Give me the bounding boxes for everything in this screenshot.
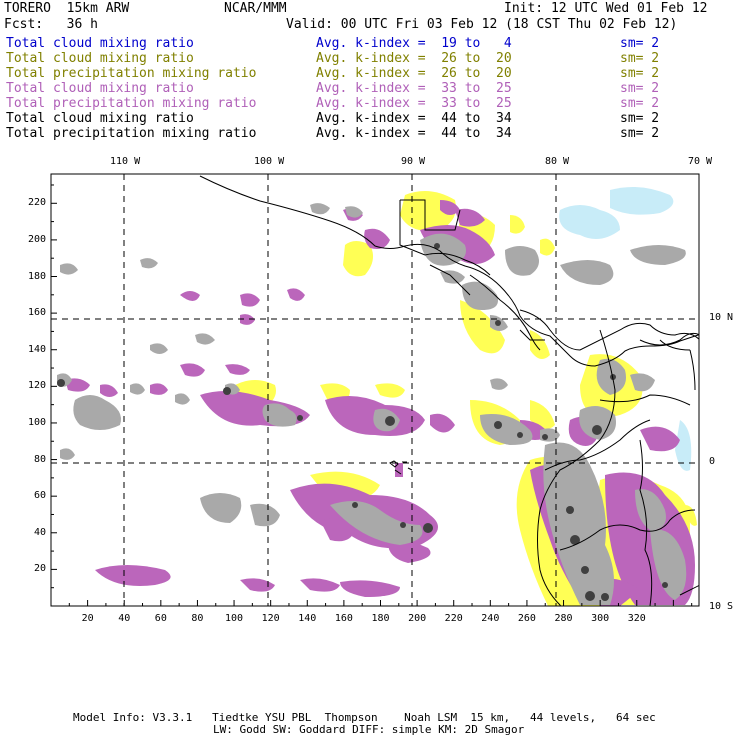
legend-field-name: Total cloud mixing ratio (6, 111, 194, 126)
dark-core-layer (57, 243, 668, 601)
legend-smoothing: sm= 2 (620, 81, 660, 96)
grey-field-layer (57, 203, 687, 605)
legend-field-name: Total cloud mixing ratio (6, 81, 194, 96)
legend-smoothing: sm= 2 (620, 111, 660, 126)
lon-label-70w: 70 W (688, 156, 713, 167)
legend-kindex: Avg. k-index = 33 to 25 (316, 81, 512, 96)
bottom-axis-label: 320 (627, 613, 646, 624)
forecast-hour: Fcst: 36 h (4, 17, 98, 32)
light-cloud-layer (559, 186, 692, 471)
model-info: Model Info: V3.3.1 Tiedtke YSU PBL Thomp… (73, 711, 656, 724)
lon-label-100w: 100 W (254, 156, 285, 167)
bottom-axis-label: 200 (408, 613, 427, 624)
lon-label-80w: 80 W (545, 156, 570, 167)
map-frame (50, 173, 700, 607)
legend-kindex: Avg. k-index = 26 to 20 (316, 51, 512, 66)
left-axis-label: 60 (33, 490, 46, 502)
legend-field-name: Total precipitation mixing ratio (6, 126, 257, 141)
model-title: TORERO 15km ARW (4, 1, 130, 16)
lat-label-0: 0 (709, 456, 716, 467)
left-axis-label: 220 (27, 197, 46, 209)
left-axis-label: 160 (27, 307, 46, 319)
bottom-axis-label: 140 (298, 613, 317, 624)
legend-smoothing: sm= 2 (620, 51, 660, 66)
org-label: NCAR/MMM (224, 1, 287, 16)
legend-kindex: Avg. k-index = 19 to 4 (316, 36, 512, 51)
left-axis-label: 80 (33, 453, 46, 465)
left-axis-label: 20 (33, 563, 46, 575)
left-axis-label: 120 (27, 380, 46, 392)
left-axis-label: 180 (27, 270, 46, 282)
legend-field-name: Total cloud mixing ratio (6, 51, 194, 66)
left-axis-label: 200 (27, 233, 46, 245)
bottom-axis-label: 20 (81, 613, 94, 624)
lon-label-110w: 110 W (110, 156, 141, 167)
bottom-axis-label: 80 (191, 613, 204, 624)
bottom-axis-label: 280 (554, 613, 573, 624)
left-axis-label: 40 (33, 526, 46, 538)
bottom-axis-label: 120 (261, 613, 280, 624)
legend-field-name: Total cloud mixing ratio (6, 36, 194, 51)
bottom-axis-label: 240 (481, 613, 500, 624)
bottom-axis-label: 60 (154, 613, 167, 624)
field-layer (57, 175, 699, 606)
valid-time: Valid: 00 UTC Fri 03 Feb 12 (18 CST Thu … (286, 17, 678, 32)
left-axis-label: 100 (27, 416, 46, 428)
bottom-axis-label: 160 (334, 613, 353, 624)
left-axis-label: 140 (27, 343, 46, 355)
legend-kindex: Avg. k-index = 44 to 34 (316, 126, 512, 141)
bottom-axis-label: 220 (444, 613, 463, 624)
legend-field-name: Total precipitation mixing ratio (6, 66, 257, 81)
axis-ticks (50, 184, 693, 607)
legend-kindex: Avg. k-index = 26 to 20 (316, 66, 512, 81)
legend-smoothing: sm= 2 (620, 126, 660, 141)
lat-label-10s: 10 S (709, 601, 734, 612)
legend-kindex: Avg. k-index = 33 to 25 (316, 96, 512, 111)
bottom-axis-label: 100 (225, 613, 244, 624)
bottom-axis-label: 300 (591, 613, 610, 624)
latlon-grid (51, 174, 699, 606)
legend-smoothing: sm= 2 (620, 66, 660, 81)
legend-smoothing: sm= 2 (620, 96, 660, 111)
bottom-axis-label: 40 (118, 613, 131, 624)
legend-smoothing: sm= 2 (620, 36, 660, 51)
init-time: Init: 12 UTC Wed 01 Feb 12 (504, 1, 708, 16)
bottom-axis-label: 260 (517, 613, 536, 624)
physics-info: LW: Godd SW: Goddard DIFF: simple KM: 2D… (213, 723, 525, 736)
lat-label-10n: 10 N (709, 312, 734, 323)
lon-label-90w: 90 W (401, 156, 426, 167)
bottom-axis-label: 180 (371, 613, 390, 624)
legend-field-name: Total precipitation mixing ratio (6, 96, 257, 111)
legend-kindex: Avg. k-index = 44 to 34 (316, 111, 512, 126)
coastline-layer (199, 175, 699, 606)
